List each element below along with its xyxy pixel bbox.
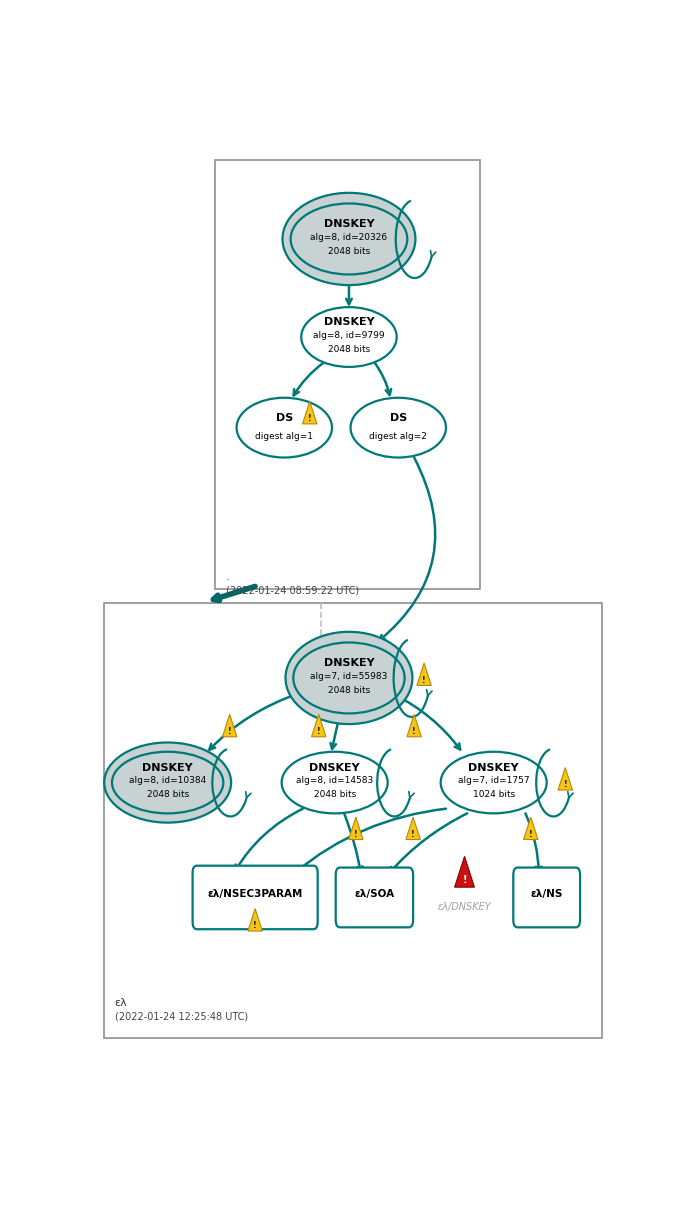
Ellipse shape: [350, 398, 446, 457]
Polygon shape: [302, 402, 317, 423]
Ellipse shape: [112, 752, 223, 814]
Text: 1024 bits: 1024 bits: [473, 790, 515, 799]
Text: DS: DS: [276, 414, 293, 423]
Text: DNSKEY: DNSKEY: [324, 317, 374, 328]
Text: (2022-01-24 08:59:22 UTC): (2022-01-24 08:59:22 UTC): [226, 585, 359, 596]
Text: 2048 bits: 2048 bits: [328, 246, 370, 256]
Text: ελ/DNSKEY: ελ/DNSKEY: [438, 901, 491, 912]
Ellipse shape: [282, 193, 415, 285]
Text: !: !: [253, 922, 257, 930]
Text: !: !: [462, 875, 466, 885]
Polygon shape: [407, 714, 421, 736]
Text: alg=8, id=9799: alg=8, id=9799: [313, 331, 385, 340]
Text: DNSKEY: DNSKEY: [469, 763, 519, 773]
Text: DNSKEY: DNSKEY: [309, 763, 360, 773]
Text: digest alg=1: digest alg=1: [255, 433, 313, 442]
Text: DS: DS: [390, 414, 407, 423]
Ellipse shape: [301, 307, 397, 366]
Text: DNSKEY: DNSKEY: [142, 763, 193, 773]
FancyBboxPatch shape: [513, 867, 580, 927]
Ellipse shape: [237, 398, 332, 457]
Text: ελ/SOA: ελ/SOA: [354, 889, 395, 899]
Text: 2048 bits: 2048 bits: [328, 344, 370, 354]
Text: alg=8, id=14583: alg=8, id=14583: [296, 776, 373, 785]
Ellipse shape: [291, 204, 407, 274]
Text: 2048 bits: 2048 bits: [313, 790, 356, 799]
Text: ελ/NSEC3PARAM: ελ/NSEC3PARAM: [207, 889, 303, 899]
Polygon shape: [248, 909, 263, 932]
Text: !: !: [412, 727, 416, 736]
Text: alg=8, id=20326: alg=8, id=20326: [311, 233, 388, 241]
Text: !: !: [354, 830, 358, 839]
Text: !: !: [308, 414, 311, 423]
Text: 2048 bits: 2048 bits: [146, 790, 189, 799]
Text: ελ/NS: ελ/NS: [531, 889, 563, 899]
Text: alg=7, id=55983: alg=7, id=55983: [311, 672, 388, 680]
Text: !: !: [529, 830, 533, 839]
FancyBboxPatch shape: [336, 867, 413, 927]
Text: ελ: ελ: [115, 998, 127, 1008]
Ellipse shape: [285, 632, 412, 724]
Ellipse shape: [440, 752, 547, 814]
Ellipse shape: [293, 643, 405, 713]
FancyBboxPatch shape: [193, 866, 317, 929]
Text: DNSKEY: DNSKEY: [324, 220, 374, 229]
Polygon shape: [406, 818, 420, 839]
Text: !: !: [564, 780, 567, 790]
Polygon shape: [349, 818, 363, 839]
Polygon shape: [417, 664, 432, 685]
Polygon shape: [222, 714, 237, 736]
Text: 2048 bits: 2048 bits: [328, 685, 370, 695]
Polygon shape: [455, 856, 475, 887]
Polygon shape: [311, 714, 326, 736]
Text: digest alg=2: digest alg=2: [369, 433, 428, 442]
Polygon shape: [558, 768, 573, 790]
Text: !: !: [317, 727, 321, 736]
Text: !: !: [422, 676, 426, 684]
Text: (2022-01-24 12:25:48 UTC): (2022-01-24 12:25:48 UTC): [115, 1012, 248, 1023]
FancyBboxPatch shape: [215, 160, 480, 590]
Ellipse shape: [282, 752, 388, 814]
Text: !: !: [228, 727, 231, 736]
Ellipse shape: [104, 742, 231, 822]
Text: DNSKEY: DNSKEY: [324, 657, 374, 668]
Text: !: !: [411, 830, 415, 839]
Text: alg=8, id=10384: alg=8, id=10384: [129, 776, 207, 785]
Text: alg=7, id=1757: alg=7, id=1757: [458, 776, 529, 785]
Polygon shape: [523, 818, 538, 839]
Text: .: .: [226, 573, 230, 582]
FancyBboxPatch shape: [104, 603, 603, 1037]
